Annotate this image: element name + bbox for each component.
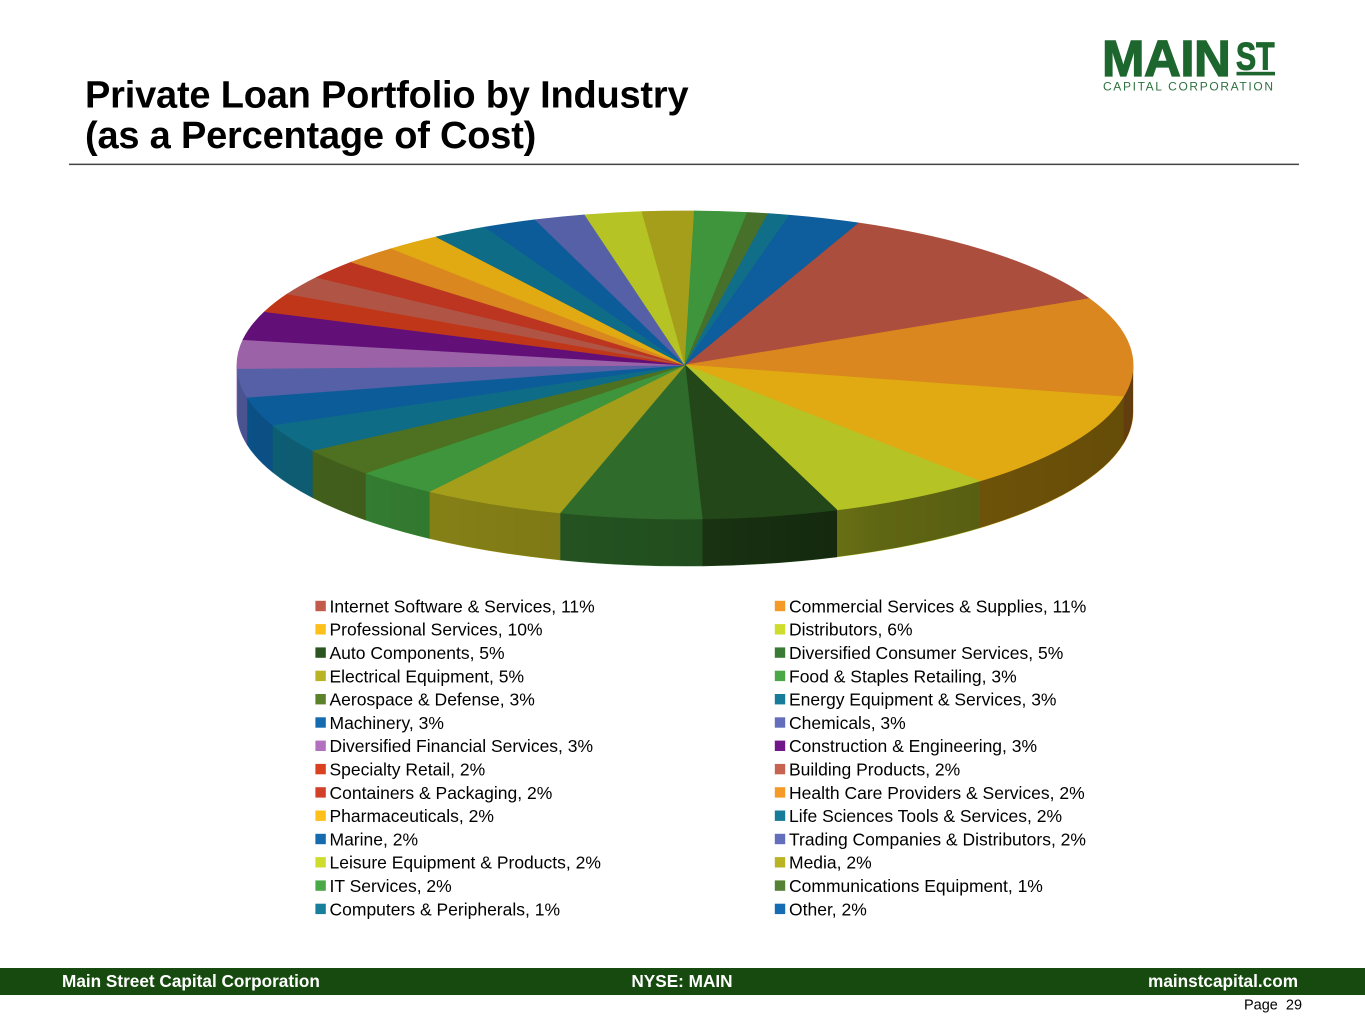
svg-text:Pharmaceuticals, 2%: Pharmaceuticals, 2% bbox=[330, 806, 494, 826]
svg-text:ST: ST bbox=[1236, 36, 1275, 79]
svg-text:Specialty Retail, 2%: Specialty Retail, 2% bbox=[330, 760, 486, 780]
svg-text:Internet Software & Services,: Internet Software & Services, 11% bbox=[330, 596, 595, 616]
svg-text:Containers & Packaging, 2%: Containers & Packaging, 2% bbox=[330, 783, 553, 803]
svg-text:NYSE: MAIN: NYSE: MAIN bbox=[631, 971, 732, 991]
svg-text:Construction & Engineering, 3%: Construction & Engineering, 3% bbox=[789, 736, 1037, 756]
svg-text:Commercial Services & Supplies: Commercial Services & Supplies, 11% bbox=[789, 596, 1086, 616]
svg-text:(as a Percentage of Cost): (as a Percentage of Cost) bbox=[85, 115, 536, 157]
svg-text:Other, 2%: Other, 2% bbox=[789, 899, 867, 919]
svg-text:Life Sciences Tools & Services: Life Sciences Tools & Services, 2% bbox=[789, 806, 1062, 826]
svg-text:Health Care Providers & Servic: Health Care Providers & Services, 2% bbox=[789, 783, 1085, 803]
svg-text:Computers & Peripherals, 1%: Computers & Peripherals, 1% bbox=[330, 899, 561, 919]
svg-text:Electrical Equipment, 5%: Electrical Equipment, 5% bbox=[330, 666, 525, 686]
svg-text:Professional Services, 10%: Professional Services, 10% bbox=[330, 620, 543, 640]
svg-text:Communications Equipment, 1%: Communications Equipment, 1% bbox=[789, 876, 1043, 896]
svg-text:Marine, 2%: Marine, 2% bbox=[330, 829, 419, 849]
svg-text:Media, 2%: Media, 2% bbox=[789, 853, 872, 873]
svg-text:Building Products, 2%: Building Products, 2% bbox=[789, 760, 960, 780]
svg-text:IT Services, 2%: IT Services, 2% bbox=[330, 876, 452, 896]
svg-text:Machinery, 3%: Machinery, 3% bbox=[330, 713, 444, 733]
svg-text:Distributors, 6%: Distributors, 6% bbox=[789, 620, 913, 640]
svg-text:mainstcapital.com: mainstcapital.com bbox=[1148, 971, 1298, 991]
svg-text:Diversified Financial Services: Diversified Financial Services, 3% bbox=[330, 736, 594, 756]
svg-text:Chemicals, 3%: Chemicals, 3% bbox=[789, 713, 906, 733]
svg-text:Trading Companies & Distributo: Trading Companies & Distributors, 2% bbox=[789, 829, 1086, 849]
svg-text:Aerospace & Defense, 3%: Aerospace & Defense, 3% bbox=[330, 690, 535, 710]
svg-text:Food & Staples Retailing, 3%: Food & Staples Retailing, 3% bbox=[789, 666, 1017, 686]
svg-text:Diversified Consumer Services,: Diversified Consumer Services, 5% bbox=[789, 643, 1063, 663]
svg-text:Main Street Capital Corporatio: Main Street Capital Corporation bbox=[62, 971, 320, 991]
svg-text:Auto Components, 5%: Auto Components, 5% bbox=[330, 643, 505, 663]
svg-text:Leisure Equipment & Products,: Leisure Equipment & Products, 2% bbox=[330, 853, 601, 873]
svg-text:Page 29: Page 29 bbox=[1244, 998, 1302, 1014]
svg-text:MAIN: MAIN bbox=[1102, 30, 1230, 87]
svg-text:Energy Equipment & Services, 3: Energy Equipment & Services, 3% bbox=[789, 690, 1057, 710]
svg-text:Private Loan Portfolio by Indu: Private Loan Portfolio by Industry bbox=[85, 75, 688, 117]
